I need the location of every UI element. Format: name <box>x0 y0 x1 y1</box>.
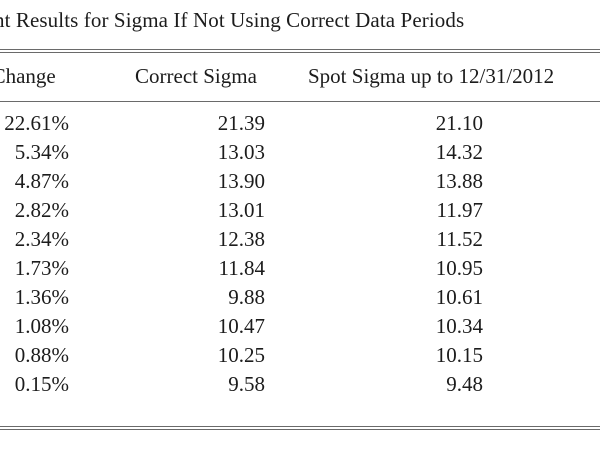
cell-correct-sigma: 9.88 <box>228 285 265 309</box>
bottom-rule-outer <box>0 429 600 430</box>
cell-correct-sigma: 10.25 <box>217 343 265 367</box>
cell-percent-change: 4.87% <box>14 169 69 193</box>
cell-percent-change: 1.08% <box>14 314 69 338</box>
cell-percent-change: 1.73% <box>14 256 69 280</box>
table-row: 0.15% 9.58 9.48 <box>0 372 600 401</box>
cell-spot-sigma: 9.48 <box>446 372 483 396</box>
cell-spot-sigma: 14.32 <box>435 140 483 164</box>
top-rule-inner <box>0 52 600 53</box>
cell-percent-change: 2.82% <box>14 198 69 222</box>
cell-correct-sigma: 11.84 <box>218 256 265 280</box>
table-row: 1.73% 11.84 10.95 <box>0 256 600 285</box>
cell-percent-change: 1.36% <box>14 285 69 309</box>
cell-correct-sigma: 10.47 <box>217 314 265 338</box>
cell-spot-sigma: 10.95 <box>435 256 483 280</box>
header-spot-sigma: Spot Sigma up to 12/31/2012 <box>308 64 555 88</box>
table-caption: nt Results for Sigma If Not Using Correc… <box>0 8 465 32</box>
top-rule <box>0 49 600 50</box>
cell-correct-sigma: 13.03 <box>217 140 265 164</box>
table-row: 4.87% 13.90 13.88 <box>0 169 600 198</box>
cell-spot-sigma: 13.88 <box>435 169 483 193</box>
table-row: 1.36% 9.88 10.61 <box>0 285 600 314</box>
cell-correct-sigma: 13.90 <box>217 169 265 193</box>
cell-percent-change: 0.88% <box>14 343 69 367</box>
cell-correct-sigma: 21.39 <box>217 111 265 135</box>
cell-spot-sigma: 21.10 <box>435 111 483 135</box>
bottom-rule <box>0 426 600 427</box>
cell-correct-sigma: 12.38 <box>217 227 265 251</box>
table-row: 0.88% 10.25 10.15 <box>0 343 600 372</box>
header-correct-sigma: Correct Sigma <box>135 64 257 88</box>
table-row: 2.82% 13.01 11.97 <box>0 198 600 227</box>
cell-percent-change: 5.34% <box>14 140 69 164</box>
cell-spot-sigma: 10.61 <box>435 285 483 309</box>
cell-percent-change: 2.34% <box>14 227 69 251</box>
table-row: 5.34% 13.03 14.32 <box>0 140 600 169</box>
table-row: 1.08% 10.47 10.34 <box>0 314 600 343</box>
header-rule <box>0 101 600 102</box>
header-percent-change: nt Change <box>0 64 56 88</box>
cell-spot-sigma: 10.34 <box>435 314 483 338</box>
cell-spot-sigma: 11.52 <box>436 227 483 251</box>
cell-percent-change: 22.61% <box>4 111 69 135</box>
cell-spot-sigma: 11.97 <box>436 198 483 222</box>
table-body: 22.61% 21.39 21.10 5.34% 13.03 14.32 4.8… <box>0 111 600 401</box>
cell-percent-change: 0.15% <box>14 372 69 396</box>
table-row: 2.34% 12.38 11.52 <box>0 227 600 256</box>
cell-correct-sigma: 9.58 <box>228 372 265 396</box>
cell-correct-sigma: 13.01 <box>217 198 265 222</box>
table-row: 22.61% 21.39 21.10 <box>0 111 600 140</box>
cell-spot-sigma: 10.15 <box>435 343 483 367</box>
